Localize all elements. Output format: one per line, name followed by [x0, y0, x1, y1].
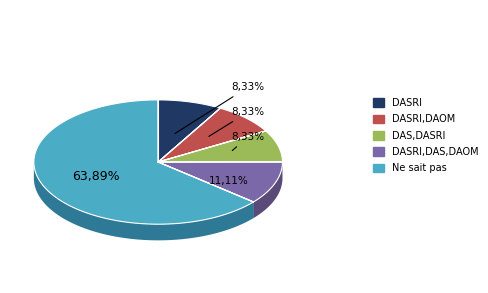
Polygon shape: [158, 108, 265, 162]
Polygon shape: [158, 131, 282, 162]
Text: 8,33%: 8,33%: [208, 107, 264, 137]
Polygon shape: [158, 100, 220, 162]
Text: 8,33%: 8,33%: [231, 132, 264, 151]
Legend: DASRI, DASRI,DAOM, DAS,DASRI, DASRI,DAS,DAOM, Ne sait pas: DASRI, DASRI,DAOM, DAS,DASRI, DASRI,DAS,…: [368, 94, 482, 177]
Polygon shape: [158, 162, 253, 218]
Polygon shape: [158, 162, 253, 218]
Polygon shape: [34, 100, 253, 224]
Text: 11,11%: 11,11%: [208, 176, 247, 186]
Polygon shape: [253, 162, 282, 218]
Text: 63,89%: 63,89%: [72, 170, 120, 183]
Polygon shape: [158, 162, 282, 202]
Text: 8,33%: 8,33%: [175, 82, 264, 134]
Polygon shape: [34, 162, 253, 240]
